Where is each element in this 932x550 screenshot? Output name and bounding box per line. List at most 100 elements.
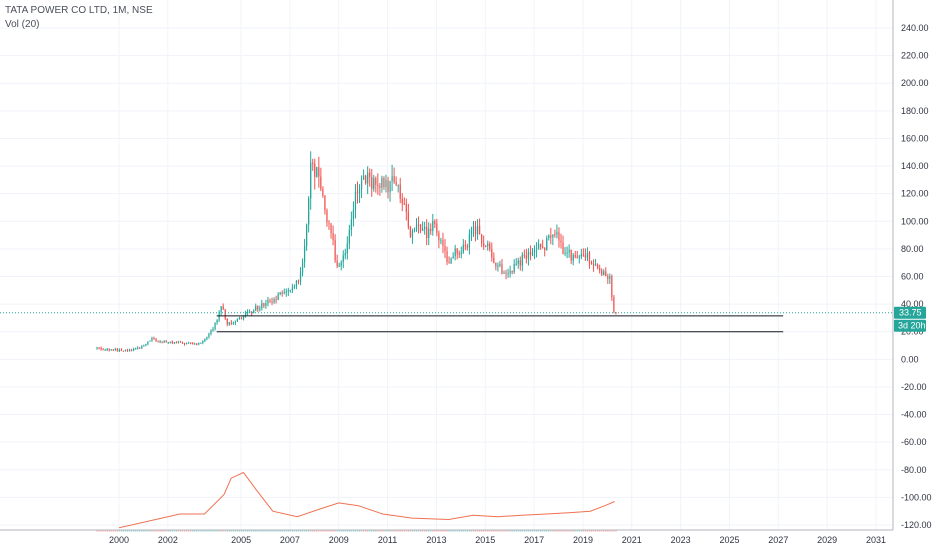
candle-body <box>369 172 371 177</box>
candle-body <box>214 322 216 329</box>
candle-body <box>210 330 212 334</box>
volume-bar <box>515 530 517 532</box>
volume-bar <box>98 530 100 532</box>
volume-bar <box>613 530 615 532</box>
time-tick-label: 2025 <box>719 535 739 545</box>
price-axis[interactable]: 240.00 220.00 200.00 180.00 160.00 140.00 120.… <box>901 23 932 530</box>
candle-body <box>513 263 515 273</box>
volume-indicator-label[interactable]: Vol (20) <box>5 19 40 30</box>
candle-body <box>130 349 133 351</box>
volume-bar <box>582 530 585 532</box>
volume-bar <box>466 530 469 532</box>
candle-body <box>415 224 418 231</box>
volume-bar <box>222 530 224 532</box>
candle-body <box>605 271 607 277</box>
price-reference-lines <box>0 312 893 333</box>
candle-body <box>552 234 554 238</box>
candle-body <box>277 294 279 300</box>
volume-bar <box>397 530 399 532</box>
price-tick-label: 160.00 <box>901 133 929 143</box>
volume-bar <box>328 530 330 532</box>
volume-bar <box>106 530 108 532</box>
candle-body <box>124 349 127 352</box>
candle-body <box>173 342 175 344</box>
candle-body <box>344 253 346 256</box>
candle-body <box>458 253 460 255</box>
volume-bar <box>556 530 558 532</box>
price-tick-label: -80.00 <box>901 465 927 475</box>
candle-body <box>342 255 344 263</box>
volume-bar <box>452 530 454 532</box>
volume-bar <box>537 530 540 532</box>
volume-bar <box>436 530 438 532</box>
candle-body <box>265 303 267 306</box>
candle-body <box>147 341 149 345</box>
volume-bar <box>194 530 196 532</box>
candle-body <box>586 252 589 258</box>
volume-bar <box>198 530 200 532</box>
volume-bar <box>350 530 353 532</box>
candle-body <box>295 280 298 287</box>
volume-bar <box>118 530 121 532</box>
candle-body <box>204 338 206 342</box>
volume-bar <box>171 530 173 532</box>
candle-body <box>177 341 180 343</box>
candle-body <box>491 249 493 258</box>
volume-bar <box>468 530 471 532</box>
time-axis[interactable]: 2000 2002 2005 2007 2009 2011 2013 2015 2017 2019… <box>109 535 886 545</box>
volume-bar <box>552 530 554 532</box>
time-tick-label: 2027 <box>768 535 788 545</box>
candlestick-series <box>96 151 617 352</box>
time-tick-label: 2019 <box>573 535 593 545</box>
candle-body <box>570 250 572 261</box>
candle-body <box>476 225 479 235</box>
volume-bar <box>114 530 116 532</box>
candle-body <box>409 227 412 237</box>
volume-bar <box>279 530 281 532</box>
volume-bar <box>448 530 450 532</box>
volume-bar <box>344 530 346 532</box>
volume-bar <box>242 530 245 532</box>
candle-body <box>521 254 523 266</box>
volume-bar <box>434 530 436 532</box>
candle-body <box>271 301 273 303</box>
volume-bar <box>192 530 194 532</box>
candle-body <box>289 290 291 292</box>
volume-bar <box>277 530 279 532</box>
volume-bar <box>177 530 180 532</box>
volume-bar <box>485 530 487 532</box>
time-tick-label: 2029 <box>817 535 837 545</box>
volume-bar <box>326 530 328 532</box>
volume-bar <box>220 530 222 532</box>
volume-bar <box>273 530 275 532</box>
volume-bar <box>147 530 149 532</box>
chart-grid <box>0 0 893 530</box>
volume-bar <box>135 530 137 532</box>
candle-body <box>497 265 499 267</box>
volume-bar <box>568 530 570 532</box>
candle-body <box>381 178 383 188</box>
candle-body <box>122 350 125 352</box>
candle-body <box>450 258 452 264</box>
current-price-badge <box>894 306 926 319</box>
candle-body <box>556 232 558 235</box>
volume-bar <box>413 530 416 532</box>
candle-body <box>261 303 263 309</box>
candle-body <box>519 260 521 266</box>
candle-body <box>354 191 357 210</box>
candle-body <box>334 239 336 261</box>
volume-bar <box>411 530 414 532</box>
volume-bar <box>110 530 112 532</box>
candle-body <box>592 263 595 266</box>
candle-body <box>360 179 363 190</box>
symbol-title[interactable]: TATA POWER CO LTD, 1M, NSE <box>5 5 153 16</box>
candle-body <box>106 348 108 350</box>
candle-body <box>137 347 139 349</box>
candle-body <box>318 167 320 177</box>
volume-bar <box>391 530 393 532</box>
volume-bar <box>275 530 277 532</box>
volume-bar <box>529 530 532 532</box>
volume-bar <box>365 530 367 532</box>
candle-body <box>291 287 294 291</box>
